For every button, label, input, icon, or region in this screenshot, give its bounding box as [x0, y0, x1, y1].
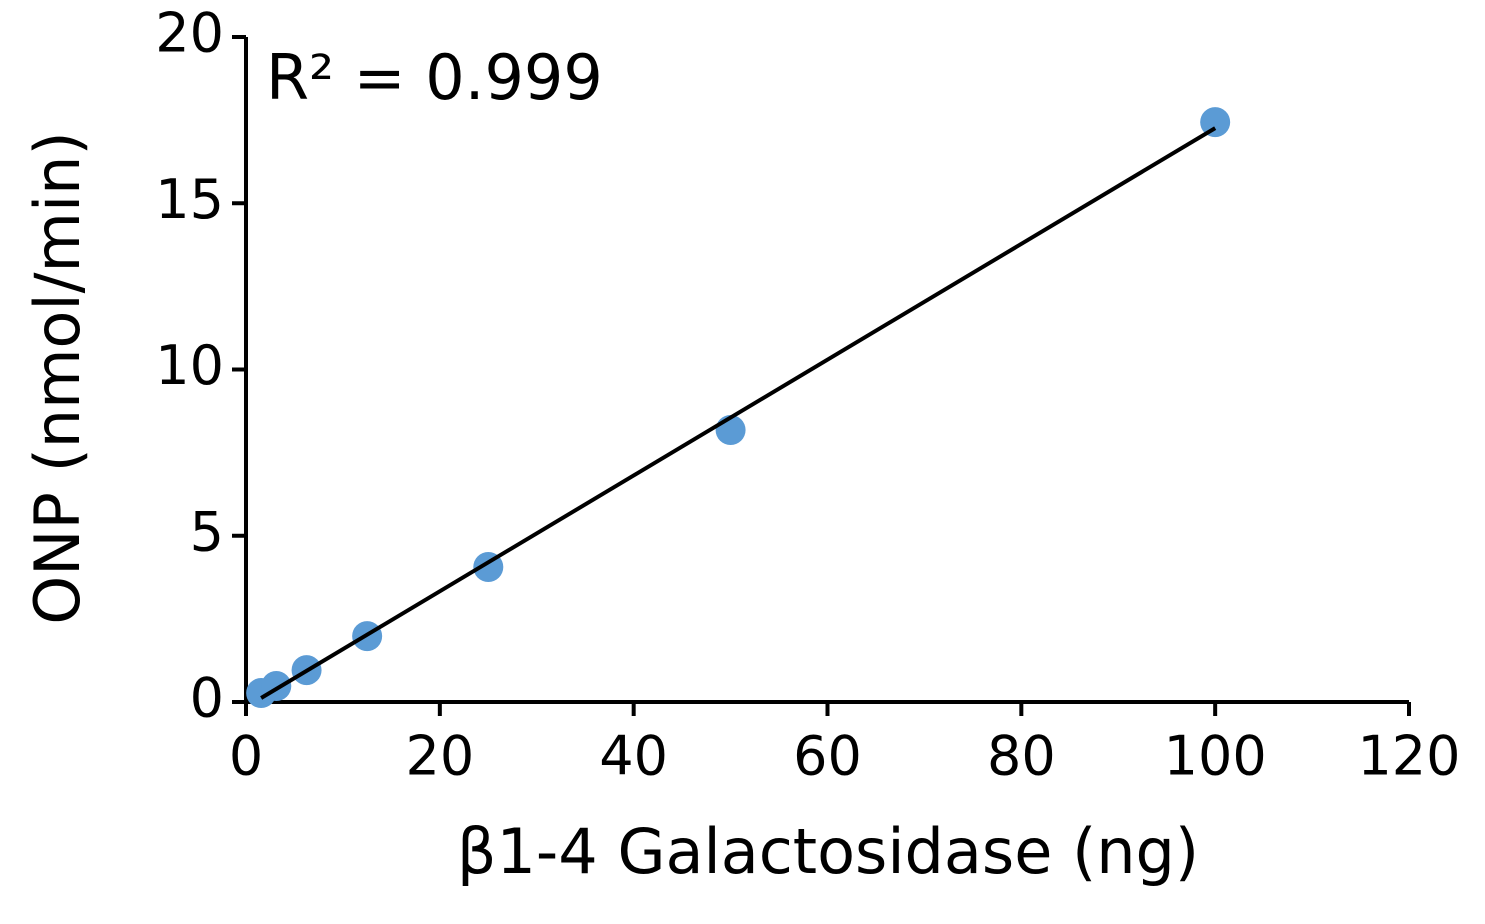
y-tick-label: 20: [155, 2, 224, 65]
annotation: R² = 0.999: [266, 41, 603, 114]
x-tick-label: 40: [599, 725, 668, 788]
x-tick-label: 80: [987, 725, 1056, 788]
y-tick-label: 0: [190, 667, 224, 730]
x-tick-label: 120: [1357, 725, 1460, 788]
y-tick-label: 10: [155, 334, 224, 397]
y-tick-label: 5: [190, 500, 224, 563]
data-point: [1200, 107, 1231, 138]
y-axis-label: ONP (nmol/min): [21, 131, 94, 624]
x-axis-label: β1-4 Galactosidase (ng): [457, 815, 1199, 888]
x-tick-label: 20: [405, 725, 474, 788]
y-tick-label: 15: [155, 168, 224, 231]
x-tick-label: 60: [793, 725, 862, 788]
fit-line: [260, 126, 1217, 700]
x-tick-label: 0: [229, 725, 263, 788]
x-tick-label: 100: [1164, 725, 1267, 788]
